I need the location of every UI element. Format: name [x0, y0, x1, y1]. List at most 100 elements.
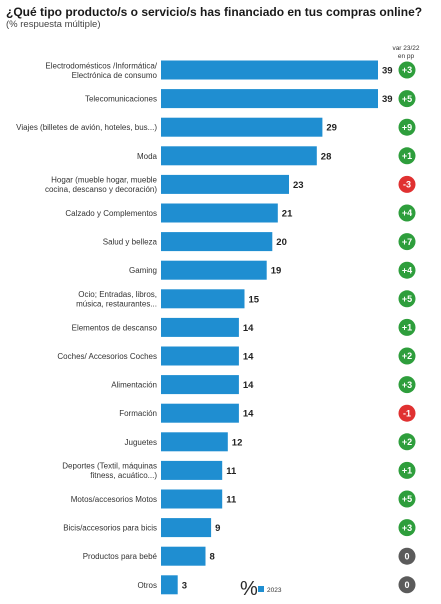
legend-swatch — [258, 586, 264, 592]
value-label: 11 — [226, 495, 237, 506]
variation-header-line2: en pp — [397, 53, 415, 60]
category-label: Gaming — [129, 266, 157, 275]
variation-badge — [398, 519, 416, 537]
bar — [161, 289, 245, 309]
variation-label: +4 — [402, 265, 412, 275]
category-label: Alimentación — [111, 381, 157, 390]
bar — [161, 60, 378, 80]
variation-label: +7 — [402, 237, 412, 247]
variation-label: +1 — [402, 151, 412, 161]
value-label: 29 — [326, 123, 337, 134]
category-label: Ocio; Entradas, libros, música, restauran… — [76, 290, 157, 309]
variation-badge — [398, 547, 416, 565]
category-label: Calzado y Complementos — [65, 209, 157, 218]
variation-label: +5 — [402, 294, 412, 304]
bar — [161, 203, 278, 223]
bar — [161, 346, 239, 366]
category-label: Deportes (Textil, máquinas fitness, acuát… — [62, 462, 157, 481]
variation-badge — [398, 147, 416, 165]
value-label: 21 — [282, 209, 293, 220]
variation-badge — [398, 404, 416, 422]
variation-badge — [398, 318, 416, 336]
bar — [161, 174, 289, 194]
value-label: 15 — [249, 294, 260, 305]
value-label: 3 — [182, 580, 187, 591]
bar — [161, 317, 239, 337]
variation-badge — [398, 290, 416, 308]
bar — [161, 489, 223, 509]
category-label: Coches/ Accesorios Coches — [57, 352, 157, 361]
value-label: 11 — [226, 466, 237, 477]
value-label: 8 — [210, 552, 215, 563]
bar — [161, 546, 206, 566]
variation-header: var 23/22 en pp — [388, 45, 424, 61]
variation-header-line1: var 23/22 — [392, 45, 420, 52]
category-label: Formación — [119, 409, 157, 418]
category-label: Productos para bebé — [83, 552, 158, 561]
variation-label: +3 — [402, 523, 412, 533]
variation-badge — [398, 376, 416, 394]
value-label: 28 — [321, 151, 332, 162]
variation-label: +1 — [402, 466, 412, 476]
bar — [161, 89, 378, 109]
variation-badge — [398, 461, 416, 479]
variation-label: +5 — [402, 94, 412, 104]
bar — [161, 432, 228, 452]
bar — [161, 117, 323, 137]
chart-subtitle: (% respuesta múltiple) — [6, 19, 101, 30]
category-label: Moda — [137, 152, 158, 161]
variation-label: +5 — [402, 494, 412, 504]
variation-label: 0 — [404, 551, 409, 561]
legend-series-label: 2023 — [267, 587, 282, 594]
category-label: Telecomunicaciones — [85, 95, 157, 104]
variation-label: +3 — [402, 380, 412, 390]
value-label: 14 — [243, 323, 254, 334]
bar — [161, 260, 267, 280]
variation-badge — [398, 118, 416, 136]
category-label: Juguetes — [125, 438, 157, 447]
variation-badge — [398, 347, 416, 365]
variation-badge — [398, 90, 416, 108]
variation-badge — [398, 576, 416, 594]
variation-label: +2 — [402, 351, 412, 361]
variation-label: -3 — [403, 180, 411, 190]
value-label: 20 — [276, 237, 287, 248]
bars-layer: Electrodomésticos /Informática/Electróni… — [16, 60, 416, 595]
value-label: 14 — [243, 380, 254, 391]
bar — [161, 518, 212, 538]
variation-label: +1 — [402, 323, 412, 333]
category-label: Hogar (mueble hogar, mueble cocina, desca… — [45, 176, 158, 195]
variation-badge — [398, 261, 416, 279]
variation-label: -1 — [403, 408, 411, 418]
variation-badge — [398, 233, 416, 251]
bar — [161, 375, 239, 395]
category-label: Otros — [137, 581, 157, 590]
bar — [161, 403, 239, 423]
variation-badge — [398, 175, 416, 193]
bar — [161, 460, 223, 480]
variation-label: +9 — [402, 122, 412, 132]
value-label: 14 — [243, 352, 254, 363]
category-label: Elementos de descanso — [72, 323, 158, 332]
category-label: Motos/accesorios Motos — [71, 495, 157, 504]
variation-label: +2 — [402, 437, 412, 447]
value-label: 9 — [215, 523, 220, 534]
value-label: 39 — [382, 94, 393, 105]
value-label: 39 — [382, 66, 393, 77]
value-label: 19 — [271, 266, 282, 277]
bar — [161, 575, 178, 595]
category-label: Viajes (billetes de avión, hoteles, bus.… — [16, 123, 157, 132]
variation-badge — [398, 61, 416, 79]
legend: % 2023 — [240, 578, 282, 600]
bar — [161, 232, 273, 252]
chart-title: ¿Qué tipo producto/s o servicio/s has fi… — [6, 5, 423, 19]
category-label: Bicis/accesorios para bicis — [63, 524, 157, 533]
category-label: Salud y belleza — [103, 238, 158, 247]
variation-label: 0 — [404, 580, 409, 590]
bar — [161, 146, 317, 166]
variation-badge — [398, 433, 416, 451]
legend-percent-symbol: % — [240, 578, 258, 600]
variation-label: +4 — [402, 208, 412, 218]
variation-label: +3 — [402, 65, 412, 75]
